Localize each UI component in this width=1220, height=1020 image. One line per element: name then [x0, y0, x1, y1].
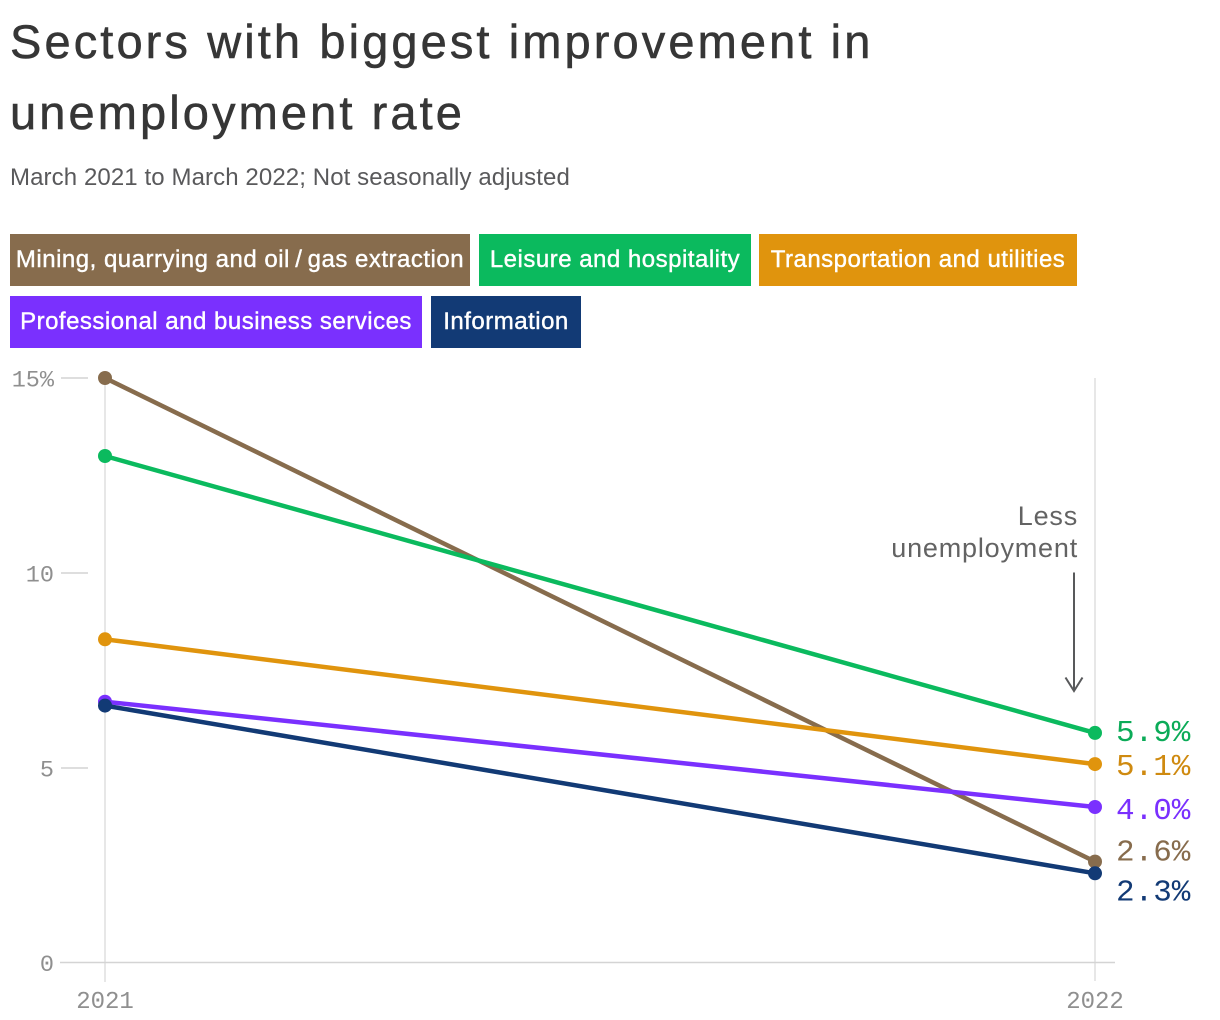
svg-text:5: 5	[40, 758, 54, 785]
svg-text:5.1%: 5.1%	[1116, 750, 1191, 785]
svg-text:10: 10	[26, 563, 54, 590]
svg-text:2021: 2021	[76, 989, 134, 1016]
svg-text:5.9%: 5.9%	[1116, 716, 1191, 751]
svg-text:unemployment: unemployment	[891, 533, 1078, 563]
svg-text:15%: 15%	[12, 368, 55, 395]
svg-text:2022: 2022	[1066, 989, 1124, 1016]
svg-text:2.6%: 2.6%	[1116, 836, 1191, 871]
svg-text:2.3%: 2.3%	[1116, 876, 1191, 911]
svg-text:0: 0	[40, 952, 54, 979]
svg-text:4.0%: 4.0%	[1116, 794, 1191, 829]
svg-text:Less: Less	[1018, 501, 1078, 531]
